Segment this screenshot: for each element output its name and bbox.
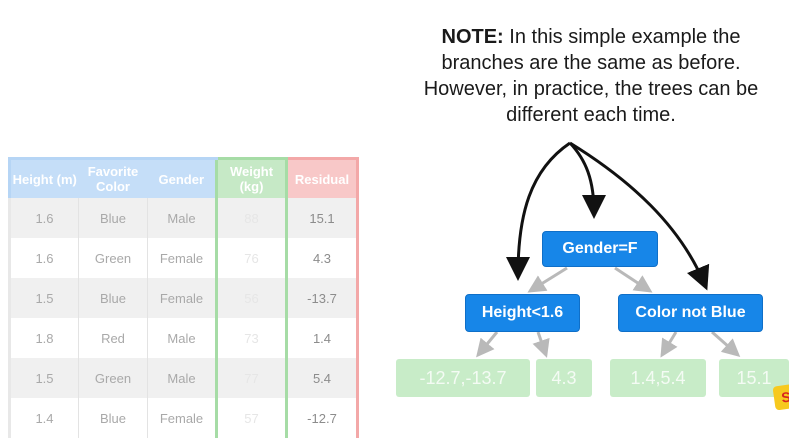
table-row: 1.5 Blue Female 56 -13.7 bbox=[8, 278, 359, 318]
root-node: Gender=F bbox=[542, 231, 658, 267]
note-arrow-middle bbox=[568, 141, 606, 219]
right-node: Color not Blue bbox=[618, 294, 763, 332]
cell-color: Green bbox=[78, 238, 148, 278]
note-text: NOTE: In this simple example the branche… bbox=[398, 24, 784, 128]
leaf-2: 4.3 bbox=[536, 359, 592, 397]
branch-right-leaf3 bbox=[660, 331, 678, 358]
cell-height: 1.5 bbox=[8, 278, 79, 318]
cell-height: 1.6 bbox=[8, 198, 79, 238]
cell-gender: Male bbox=[147, 198, 217, 238]
branch-left-leaf2 bbox=[532, 331, 550, 358]
cell-weight: 88 bbox=[215, 198, 288, 238]
header-favorite-color: Favorite Color bbox=[78, 157, 148, 198]
cell-gender: Female bbox=[147, 278, 217, 318]
header-height: Height (m) bbox=[8, 157, 79, 198]
note-arrow-left bbox=[506, 141, 571, 281]
cell-weight: 77 bbox=[215, 358, 288, 398]
left-node: Height<1.6 bbox=[465, 294, 580, 332]
branch-left-leaf1 bbox=[476, 331, 499, 358]
header-residual: Residual bbox=[285, 157, 359, 198]
cell-color: Green bbox=[78, 358, 148, 398]
cell-weight: 76 bbox=[215, 238, 288, 278]
note-arrow-right bbox=[569, 141, 710, 291]
tree-arrows bbox=[476, 141, 741, 358]
cell-color: Red bbox=[78, 318, 148, 358]
table-header-row: Height (m) Favorite Color Gender Weight … bbox=[8, 157, 359, 198]
table-row: 1.5 Green Male 77 5.4 bbox=[8, 358, 359, 398]
cell-color: Blue bbox=[78, 278, 148, 318]
branch-root-right bbox=[614, 266, 653, 293]
table-row: 1.6 Green Female 76 4.3 bbox=[8, 238, 359, 278]
cell-weight: 73 bbox=[215, 318, 288, 358]
cell-height: 1.5 bbox=[8, 358, 79, 398]
cell-residual: 15.1 bbox=[285, 198, 359, 238]
logo: S bbox=[772, 383, 789, 411]
cell-gender: Male bbox=[147, 358, 217, 398]
branch-root-left bbox=[527, 266, 568, 293]
leaf-1: -12.7,-13.7 bbox=[396, 359, 530, 397]
table-row: 1.6 Blue Male 88 15.1 bbox=[8, 198, 359, 238]
cell-color: Blue bbox=[78, 198, 148, 238]
branch-right-leaf4 bbox=[711, 330, 741, 357]
cell-height: 1.6 bbox=[8, 238, 79, 278]
cell-residual: 1.4 bbox=[285, 318, 359, 358]
leaf-3: 1.4,5.4 bbox=[610, 359, 706, 397]
cell-residual: -13.7 bbox=[285, 278, 359, 318]
header-gender: Gender bbox=[147, 157, 217, 198]
note-label: NOTE: bbox=[441, 26, 504, 48]
cell-residual: 5.4 bbox=[285, 358, 359, 398]
cell-residual: 4.3 bbox=[285, 238, 359, 278]
cell-gender: Female bbox=[147, 238, 217, 278]
table-row: 1.8 Red Male 73 1.4 bbox=[8, 318, 359, 358]
cell-height: 1.8 bbox=[8, 318, 79, 358]
header-weight: Weight (kg) bbox=[215, 157, 288, 198]
cell-weight: 56 bbox=[215, 278, 288, 318]
note-body: In this simple example the branches are … bbox=[423, 26, 759, 126]
